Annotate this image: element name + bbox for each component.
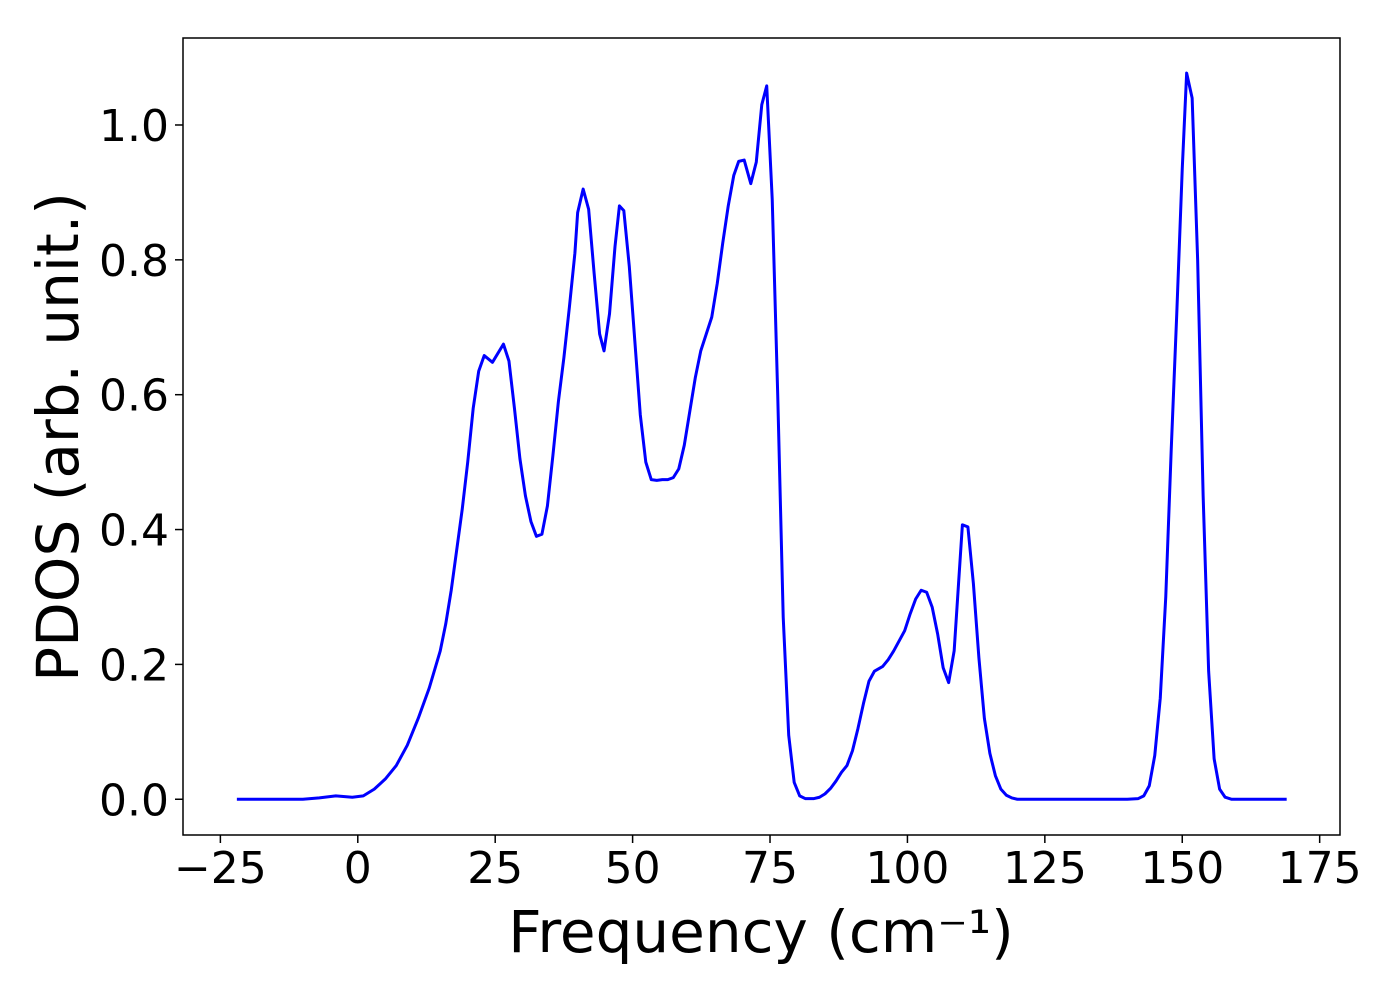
y-tick-label: 0.0 [99, 775, 169, 826]
y-tick-label: 1.0 [99, 101, 169, 152]
plot-frame [182, 37, 1341, 836]
x-tick-label: 50 [605, 843, 661, 894]
y-tick-label: 0.6 [99, 371, 169, 422]
x-tick-label: 175 [1278, 843, 1362, 894]
y-tick-label: 0.8 [99, 236, 169, 287]
y-axis-label: PDOS (arb. unit.) [24, 192, 92, 682]
x-axis-label: Frequency (cm⁻¹) [508, 898, 1014, 966]
data-line [236, 71, 1287, 801]
x-tick-label: 25 [467, 843, 523, 894]
x-tick-label: 125 [1003, 843, 1087, 894]
x-tick-label: 100 [865, 843, 949, 894]
x-tick-label: 75 [742, 843, 798, 894]
y-tick-label: 0.4 [99, 506, 169, 557]
x-tick-label: 0 [344, 843, 372, 894]
x-tick-label: −25 [174, 843, 267, 894]
y-tick-label: 0.2 [99, 640, 169, 691]
x-tick-label: 150 [1140, 843, 1224, 894]
